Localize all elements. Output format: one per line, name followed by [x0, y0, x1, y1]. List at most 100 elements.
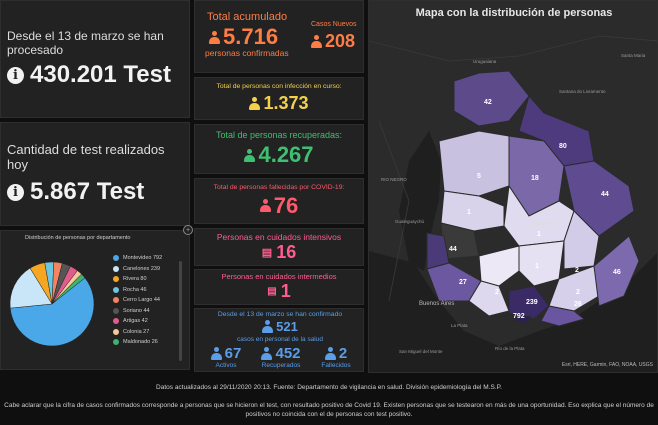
deceased-value: 76 [259, 193, 298, 219]
pie-legend-item[interactable]: Rocha 46 [113, 285, 173, 296]
pie-legend-item[interactable]: Artigas 42 [113, 316, 173, 327]
map-label-lavalleja: 2 [576, 289, 580, 296]
bed-icon: ▤ [267, 286, 277, 297]
today-tests-panel: Cantidad de test realizados hoy i 5.867 … [0, 122, 190, 226]
person-icon [209, 30, 220, 44]
person-icon [249, 97, 261, 110]
pie-legend-item[interactable]: Maldonado 26 [113, 337, 173, 348]
map-label-tacuarembo: 18 [531, 175, 539, 182]
map-attribution: Esri, HERE, Garmin, FAO, NOAA, USGS [561, 362, 653, 368]
legend-swatch [113, 286, 119, 293]
staff-active-number: 67 [224, 345, 242, 362]
person-icon [262, 320, 274, 333]
legend-label: Rivera 80 [123, 276, 147, 283]
footer-updated: Datos actualizados al 29/11/2020 20:13. … [156, 384, 502, 391]
legend-swatch [113, 318, 119, 325]
place-uruguay: URUGUAY [531, 221, 554, 226]
bed-icon: ▤ [261, 246, 273, 259]
intermediate-care-number: 1 [280, 281, 291, 301]
footer-note-line2: positivos no coincida con el de personas… [245, 411, 413, 418]
pie-slice-maldonado[interactable] [51, 273, 86, 305]
deceased-panel: Total de personas fallecidas por COVID-1… [194, 178, 364, 224]
accumulated-title: Total acumulado [207, 11, 288, 23]
dept-flores [478, 245, 520, 287]
recovered-number: 4.267 [258, 142, 314, 167]
place-rio-negro: RIO NEGRO [381, 177, 407, 182]
place-livramento: Santana do Livramento [559, 89, 606, 94]
legend-label: Artigas 42 [123, 318, 148, 325]
dept-maldonado [540, 305, 586, 327]
dept-florida [518, 240, 565, 287]
info-icon: i [7, 66, 24, 84]
pie-legend-item[interactable]: Montevideo 792 [113, 253, 173, 264]
expand-icon[interactable]: + [183, 225, 193, 235]
dept-canelones [508, 285, 550, 320]
processed-tests-panel: Desde el 13 de marzo se han procesado i … [0, 0, 190, 118]
pie-slice-montevideo[interactable] [9, 277, 95, 347]
map-title: Mapa con la distribución de personas [415, 7, 613, 19]
health-staff-sub: casos en personal de la salud [236, 336, 323, 343]
pie-legend-item[interactable]: Soriano 44 [113, 306, 173, 317]
dept-lavalleja [548, 265, 600, 312]
today-tests-number: 5.867 Test [30, 178, 145, 205]
recovered-label: Total de personas recuperadas: [215, 130, 343, 140]
pie-chart [9, 261, 95, 347]
legend-scrollbar[interactable] [179, 261, 182, 361]
pie-legend-item[interactable]: Canelones 239 [113, 264, 173, 275]
map-label-durazno: 1 [537, 231, 541, 238]
place-la-plata: La Plata [451, 323, 468, 328]
person-icon [244, 148, 256, 162]
person-icon [210, 347, 222, 360]
pie-chart-title: Distribución de personas por departament… [25, 235, 131, 241]
legend-swatch [113, 328, 119, 335]
health-staff-value: 521 [195, 319, 365, 334]
legend-swatch [113, 265, 119, 272]
legend-swatch [113, 276, 119, 283]
map-label-artigas: 42 [484, 99, 492, 106]
pie-legend: Montevideo 792 Canelones 239 Rivera 80 Roch… [113, 253, 173, 348]
map-label-soriano: 44 [449, 246, 457, 253]
intermediate-care-label: Personas en cuidados intermedios [221, 272, 337, 281]
processed-tests-number: 430.201 Test [30, 61, 171, 88]
legend-label: Maldonado 26 [123, 339, 158, 346]
place-uruguaiana: Uruguaiana [473, 59, 497, 64]
staff-deceased-label: Fallecidos [321, 362, 351, 369]
map-label-colonia: 27 [459, 279, 467, 286]
today-tests-value: i 5.867 Test [7, 178, 189, 206]
staff-recovered-label: Recuperados [261, 362, 301, 369]
info-icon: i [7, 183, 24, 201]
accumulated-value: 5.716 [209, 24, 278, 50]
map-label-salto: 5 [477, 173, 481, 180]
dept-montevideo [514, 314, 532, 324]
accumulated-sub: personas confirmadas [205, 48, 289, 58]
active-infections-value: 1.373 [249, 93, 309, 114]
legend-label: Cerro Largo 44 [123, 297, 160, 304]
active-infections-number: 1.373 [263, 93, 309, 113]
staff-recovered-number: 452 [275, 345, 301, 362]
pie-legend-item[interactable]: Rivera 80 [113, 274, 173, 285]
pie-slice-canelones[interactable] [9, 267, 53, 309]
place-rio-plata: Río de la Plata [495, 346, 525, 351]
person-icon [261, 347, 273, 360]
active-infections-panel: Total de personas con infección en curso… [194, 77, 364, 120]
intensive-care-panel: Personas en cuidados intensivos ▤ 16 [194, 228, 364, 266]
pie-legend-item[interactable]: Cerro Largo 44 [113, 295, 173, 306]
accumulated-number: 5.716 [223, 24, 279, 49]
legend-swatch [113, 255, 119, 262]
person-icon [311, 35, 322, 48]
dept-salto [438, 130, 510, 197]
pie-legend-item[interactable]: Colonia 27 [113, 327, 173, 338]
map-label-treinta-tres: 2 [575, 267, 579, 274]
dept-artigas [453, 70, 530, 127]
intensive-care-number: 16 [276, 241, 297, 262]
active-infections-label: Total de personas con infección en curso… [216, 83, 342, 90]
legend-swatch [113, 339, 119, 346]
dept-rocha [593, 235, 640, 307]
legend-label: Montevideo 792 [123, 255, 163, 262]
staff-recovered: 452 Recuperados [253, 345, 309, 369]
footer-note-line1: Cabe aclarar que la cifra de casos confi… [4, 402, 654, 409]
intensive-care-label: Personas en cuidados intensivos [216, 231, 342, 242]
map-label-cerro-largo: 44 [601, 191, 609, 198]
uruguay-map[interactable] [369, 1, 658, 373]
map-panel[interactable]: Mapa con la distribución de personas 42 … [368, 0, 658, 373]
